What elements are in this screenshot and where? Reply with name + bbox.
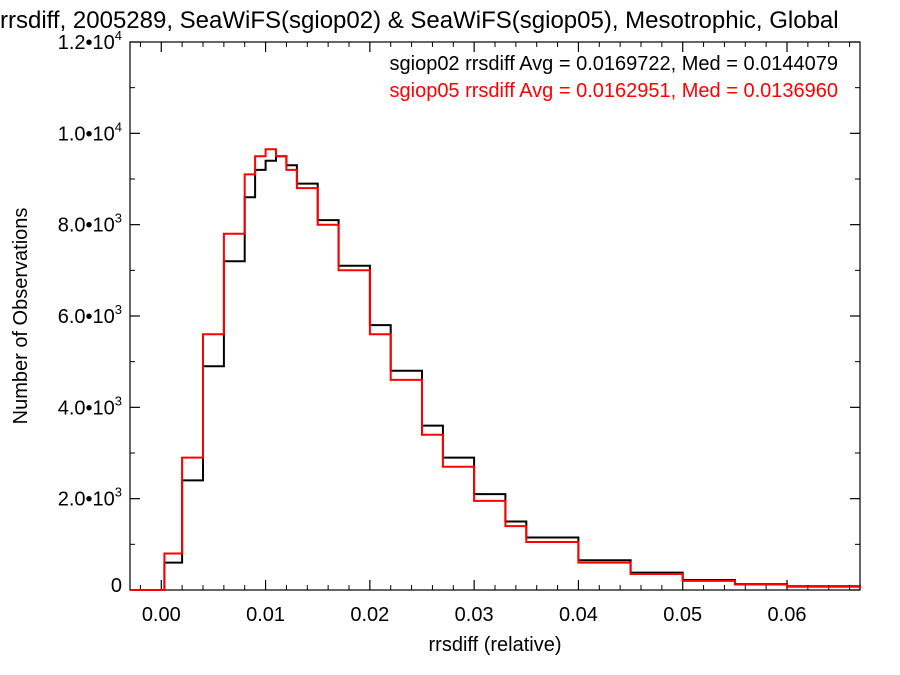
legend-entry-sgiop05: sgiop05 rrsdiff Avg = 0.0162951, Med = 0… <box>390 80 839 102</box>
series-layer <box>130 148 861 591</box>
x-tick-label: 0.00 <box>142 604 181 626</box>
y-tick-exponent: 3 <box>115 211 122 226</box>
y-tick-exponent: 4 <box>115 28 122 43</box>
y-tick-label: 6.0•103 <box>58 302 122 328</box>
y-tick-label: 2.0•103 <box>58 485 122 511</box>
x-tick-label: 0.01 <box>246 604 285 626</box>
y-tick-mantissa: 2.0•10 <box>58 489 115 511</box>
y-tick-exponent: 3 <box>115 485 122 500</box>
legend: sgiop02 rrsdiff Avg = 0.0169722, Med = 0… <box>390 53 839 102</box>
legend-entry-sgiop02: sgiop02 rrsdiff Avg = 0.0169722, Med = 0… <box>390 53 839 75</box>
y-tick-label: 8.0•103 <box>58 211 122 237</box>
x-tick-label: 0.04 <box>559 604 598 626</box>
y-tick-exponent: 3 <box>115 393 122 408</box>
chart-title: rrsdiff, 2005289, SeaWiFS(sgiop02) & Sea… <box>0 7 839 34</box>
y-tick-mantissa: 1.0•10 <box>58 123 115 145</box>
x-tick-label: 0.03 <box>455 604 494 626</box>
y-tick-label: 1.2•104 <box>58 28 122 54</box>
y-axis-label: Number of Observations <box>10 208 32 425</box>
series-line-sgiop05 <box>130 148 861 591</box>
x-tick-label: 0.05 <box>663 604 702 626</box>
axis-ticks: 0.00 0.01 0.02 0.03 0.04 0.05 0.0602.0•1034.0•… <box>58 28 860 626</box>
y-tick-mantissa: 4.0•10 <box>58 397 115 419</box>
x-axis-label: rrsdiff (relative) <box>429 634 562 656</box>
y-tick-label: 1.0•104 <box>58 119 122 145</box>
y-tick-exponent: 4 <box>115 119 122 134</box>
y-tick-mantissa: 0 <box>111 575 122 597</box>
y-tick-exponent: 3 <box>115 302 122 317</box>
x-tick-label: 0.06 <box>768 604 807 626</box>
y-tick-mantissa: 8.0•10 <box>58 215 115 237</box>
x-tick-label: 0.02 <box>350 604 389 626</box>
y-tick-label: 4.0•103 <box>58 393 122 419</box>
y-tick-label: 0 <box>111 575 122 597</box>
y-tick-mantissa: 6.0•10 <box>58 306 115 328</box>
y-tick-mantissa: 1.2•10 <box>58 32 115 54</box>
